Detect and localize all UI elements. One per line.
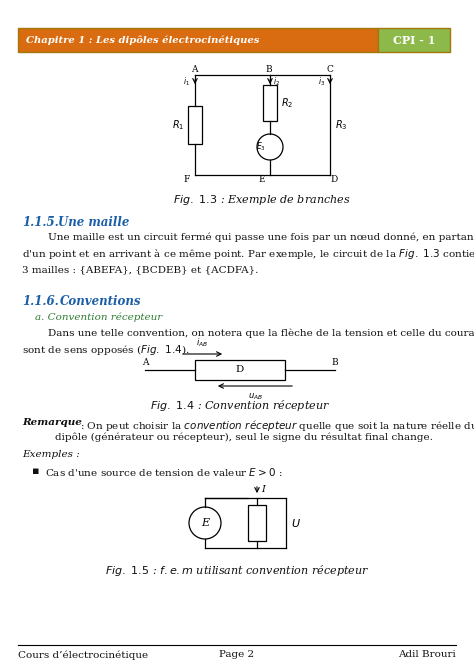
Text: Adil Brouri: Adil Brouri xyxy=(398,650,456,659)
Text: E: E xyxy=(259,174,265,184)
Text: B: B xyxy=(266,64,272,74)
Text: Chapitre 1 : Les dipôles électrocinétiques: Chapitre 1 : Les dipôles électrocinétiqu… xyxy=(26,36,259,45)
Text: $i_{3}$: $i_{3}$ xyxy=(318,76,325,88)
Text: C: C xyxy=(327,64,333,74)
Text: dipôle (générateur ou récepteur), seul le signe du résultat final change.: dipôle (générateur ou récepteur), seul l… xyxy=(55,432,433,442)
Text: $U$: $U$ xyxy=(291,517,301,529)
Text: 1.1.5.: 1.1.5. xyxy=(22,216,59,229)
Bar xyxy=(378,28,450,52)
Text: $u_{AB}$: $u_{AB}$ xyxy=(247,391,263,401)
Text: $R_1$: $R_1$ xyxy=(172,118,184,132)
Bar xyxy=(195,360,285,380)
Text: ▪: ▪ xyxy=(32,466,39,476)
Text: Exemples :: Exemples : xyxy=(22,450,80,459)
Text: I: I xyxy=(261,486,265,494)
Text: D: D xyxy=(236,366,244,375)
Text: $i_{1}$: $i_{1}$ xyxy=(183,76,190,88)
Text: $Fig.\ 1.5$ : $f.e.m$ utilisant convention récepteur: $Fig.\ 1.5$ : $f.e.m$ utilisant conventi… xyxy=(105,563,369,578)
Text: $Fig.\ 1.3$ : Exemple de branches: $Fig.\ 1.3$ : Exemple de branches xyxy=(173,193,351,207)
Bar xyxy=(248,505,266,541)
Text: a. Convention récepteur: a. Convention récepteur xyxy=(35,313,162,322)
Bar xyxy=(18,28,378,52)
Text: Une maille: Une maille xyxy=(58,216,129,229)
Text: Cas d'une source de tension de valeur $E > 0$ :: Cas d'une source de tension de valeur $E… xyxy=(45,466,283,478)
Text: $Fig.\ 1.4$ : Convention récepteur: $Fig.\ 1.4$ : Convention récepteur xyxy=(150,398,330,413)
Text: $E_3$: $E_3$ xyxy=(256,141,266,153)
Text: Dans une telle convention, on notera que la flèche de la tension et celle du cou: Dans une telle convention, on notera que… xyxy=(22,328,474,357)
Bar xyxy=(263,85,277,121)
Text: Remarque: Remarque xyxy=(22,418,82,427)
Text: $i_{AB}$: $i_{AB}$ xyxy=(197,336,209,349)
Text: Conventions: Conventions xyxy=(60,295,142,308)
Text: CPI - 1: CPI - 1 xyxy=(393,34,435,46)
Text: Une maille est un circuit fermé qui passe une fois par un nœud donné, en partant: Une maille est un circuit fermé qui pass… xyxy=(22,232,474,274)
Text: F: F xyxy=(184,174,190,184)
Bar xyxy=(188,106,202,144)
Text: A: A xyxy=(142,358,148,367)
Text: Cours d’électrocinétique: Cours d’électrocinétique xyxy=(18,650,148,659)
Text: $R_2$: $R_2$ xyxy=(281,96,293,110)
Text: $i_2$: $i_2$ xyxy=(273,76,280,88)
Text: E: E xyxy=(201,518,209,528)
Text: Page 2: Page 2 xyxy=(219,650,255,659)
Text: D: D xyxy=(330,174,337,184)
Text: B: B xyxy=(332,358,338,367)
Text: : On peut choisir la $convention\ récepteur$ quelle que soit la nature réelle du: : On peut choisir la $convention\ récept… xyxy=(80,418,474,433)
Text: $R_3$: $R_3$ xyxy=(335,118,347,132)
Text: A: A xyxy=(191,64,197,74)
Text: 1.1.6.: 1.1.6. xyxy=(22,295,59,308)
